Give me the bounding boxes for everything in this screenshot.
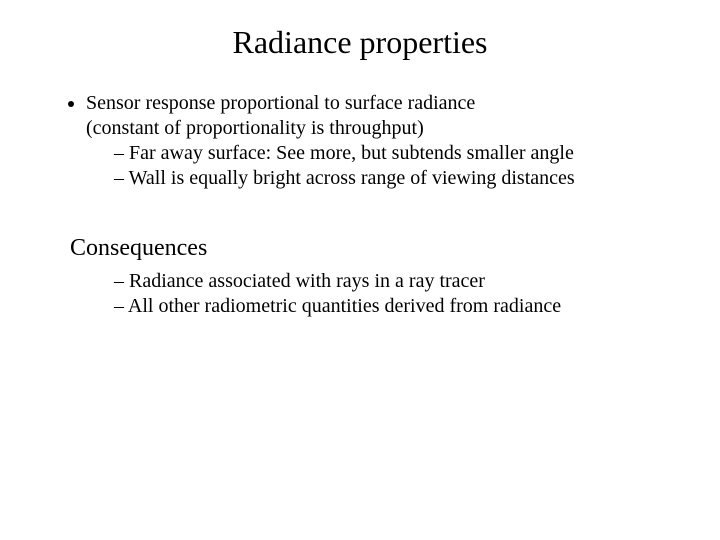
sub-bullet-list: Far away surface: See more, but subtends… [86, 141, 680, 191]
bullet-text-line1: Sensor response proportional to surface … [86, 92, 475, 114]
consequence-item: Radiance associated with rays in a ray t… [114, 269, 680, 294]
sub-bullet-item: Far away surface: See more, but subtends… [114, 141, 680, 166]
bullet-item: Sensor response proportional to surface … [86, 91, 680, 191]
bullet-list: Sensor response proportional to surface … [40, 91, 680, 191]
slide: Radiance properties Sensor response prop… [0, 0, 720, 540]
sub-bullet-item: Wall is equally bright across range of v… [114, 166, 680, 191]
consequence-list: Radiance associated with rays in a ray t… [40, 269, 680, 319]
slide-body: Sensor response proportional to surface … [40, 91, 680, 319]
slide-title: Radiance properties [40, 24, 680, 61]
section-heading: Consequences [70, 233, 680, 263]
consequence-item: All other radiometric quantities derived… [114, 294, 680, 319]
bullet-text-line2: (constant of proportionality is throughp… [86, 117, 424, 139]
